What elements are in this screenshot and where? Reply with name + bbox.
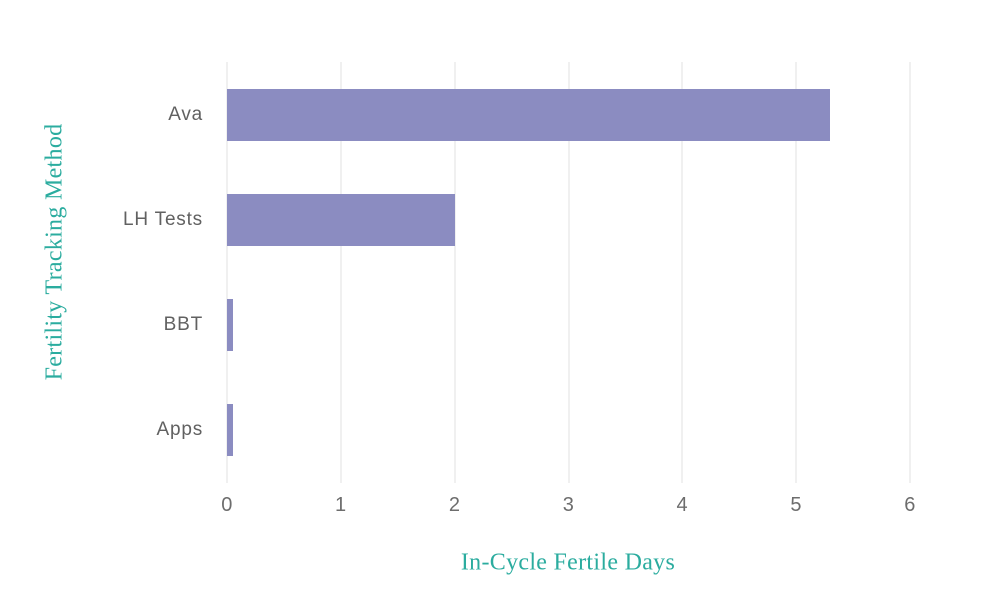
category-label: LH Tests xyxy=(123,208,203,230)
gridline xyxy=(795,62,797,483)
category-label: Apps xyxy=(156,419,203,441)
gridlines xyxy=(226,62,911,483)
x-axis-title: In-Cycle Fertile Days xyxy=(460,549,676,576)
bar-row-apps: Apps xyxy=(156,378,910,483)
x-tick-label: 4 xyxy=(676,494,689,516)
gridline xyxy=(340,62,342,483)
gridline xyxy=(568,62,569,483)
bar-bbt xyxy=(227,299,233,352)
x-tick-label: 6 xyxy=(904,494,916,516)
bar-row-lh-tests: LH Tests xyxy=(123,167,910,272)
bar-series: Ava LH Tests BBT Apps xyxy=(123,62,910,483)
x-tick-label: 3 xyxy=(562,494,575,516)
gridline xyxy=(454,62,456,483)
gridline xyxy=(226,62,228,483)
category-label: Ava xyxy=(168,103,203,125)
y-axis-title: Fertility Tracking Method xyxy=(41,123,68,381)
bar-ava xyxy=(227,88,831,141)
gridline xyxy=(909,62,911,483)
x-tick-label: 2 xyxy=(448,494,461,516)
category-label: BBT xyxy=(163,314,203,336)
plot-area: Ava LH Tests BBT Apps 0 1 2 3 4 5 6 xyxy=(123,62,915,516)
bar-row-ava: Ava xyxy=(168,62,910,167)
gridline xyxy=(681,62,683,483)
bar-lh-tests xyxy=(227,193,455,246)
x-tick-label: 5 xyxy=(790,494,802,516)
x-tick-label: 0 xyxy=(221,494,233,516)
bar-apps xyxy=(227,404,233,457)
x-tick-label: 1 xyxy=(335,494,347,516)
bar-row-bbt: BBT xyxy=(164,273,910,378)
x-axis-tick-labels: 0 1 2 3 4 5 6 xyxy=(221,483,915,523)
